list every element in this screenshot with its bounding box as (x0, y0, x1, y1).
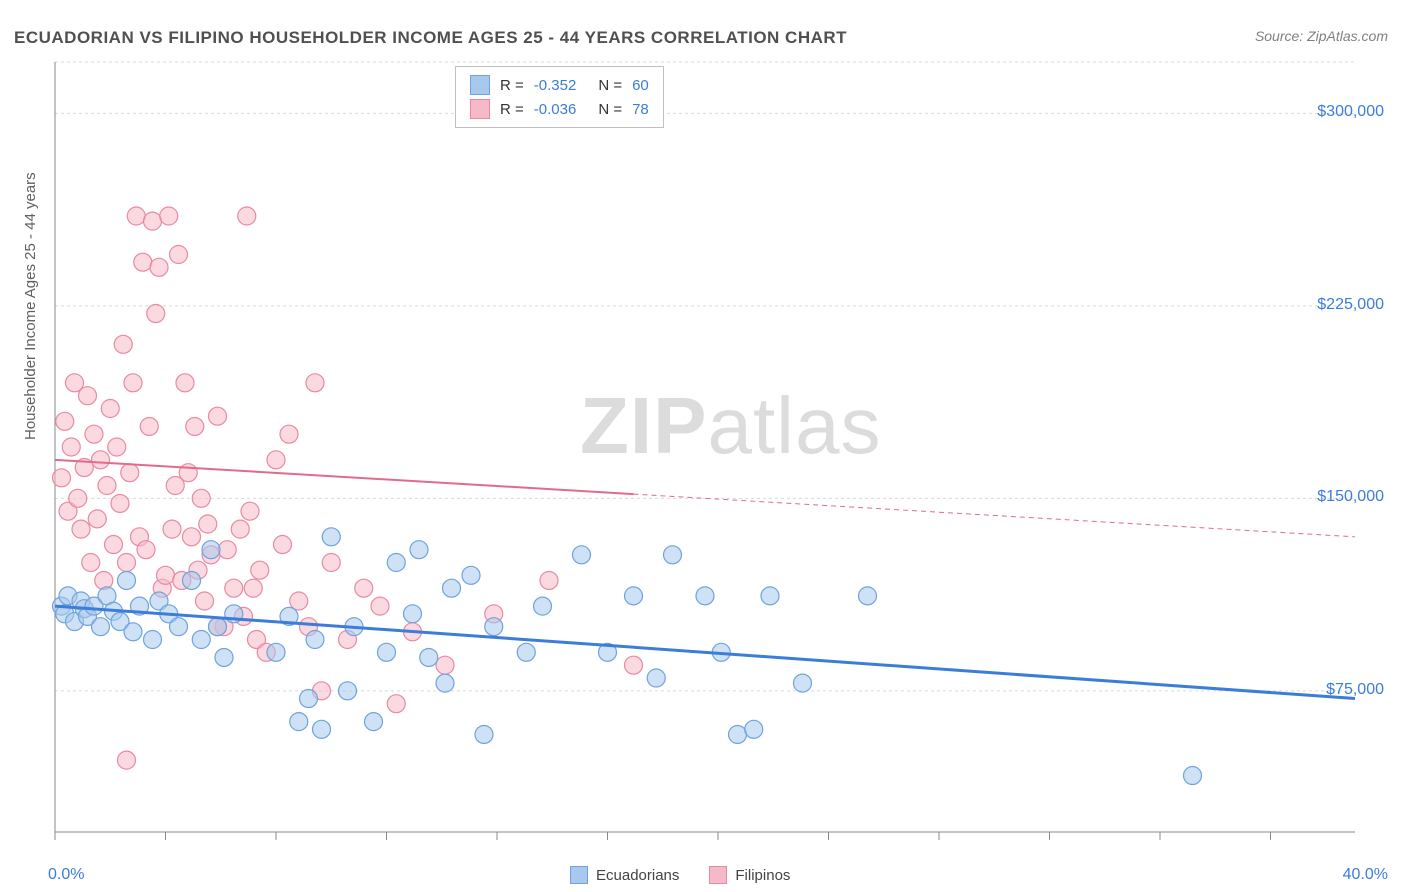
legend-swatch (470, 99, 490, 119)
y-tick-label: $300,000 (1317, 103, 1384, 121)
legend-series-item: Filipinos (709, 866, 790, 884)
r-label: R = (500, 101, 524, 118)
legend-series: Ecuadorians Filipinos (570, 866, 790, 884)
scatter-plot (0, 0, 1406, 892)
n-value: 60 (632, 77, 649, 94)
x-axis-max-label: 40.0% (1343, 866, 1388, 884)
r-label: R = (500, 77, 524, 94)
r-value: -0.352 (534, 77, 577, 94)
chart-container: ECUADORIAN VS FILIPINO HOUSEHOLDER INCOM… (0, 0, 1406, 892)
legend-swatch (570, 866, 588, 884)
y-tick-label: $150,000 (1317, 488, 1384, 506)
y-tick-label: $225,000 (1317, 296, 1384, 314)
legend-stat-row: R = -0.352 N = 60 (470, 73, 649, 97)
y-tick-label: $75,000 (1326, 681, 1384, 699)
x-axis-min-label: 0.0% (48, 866, 84, 884)
legend-swatch (709, 866, 727, 884)
legend-label: Ecuadorians (596, 867, 679, 884)
legend-series-item: Ecuadorians (570, 866, 679, 884)
legend-swatch (470, 75, 490, 95)
n-label: N = (598, 77, 622, 94)
legend-stats: R = -0.352 N = 60 R = -0.036 N = 78 (455, 66, 664, 128)
n-label: N = (598, 101, 622, 118)
n-value: 78 (632, 101, 649, 118)
r-value: -0.036 (534, 101, 577, 118)
legend-label: Filipinos (735, 867, 790, 884)
legend-stat-row: R = -0.036 N = 78 (470, 97, 649, 121)
